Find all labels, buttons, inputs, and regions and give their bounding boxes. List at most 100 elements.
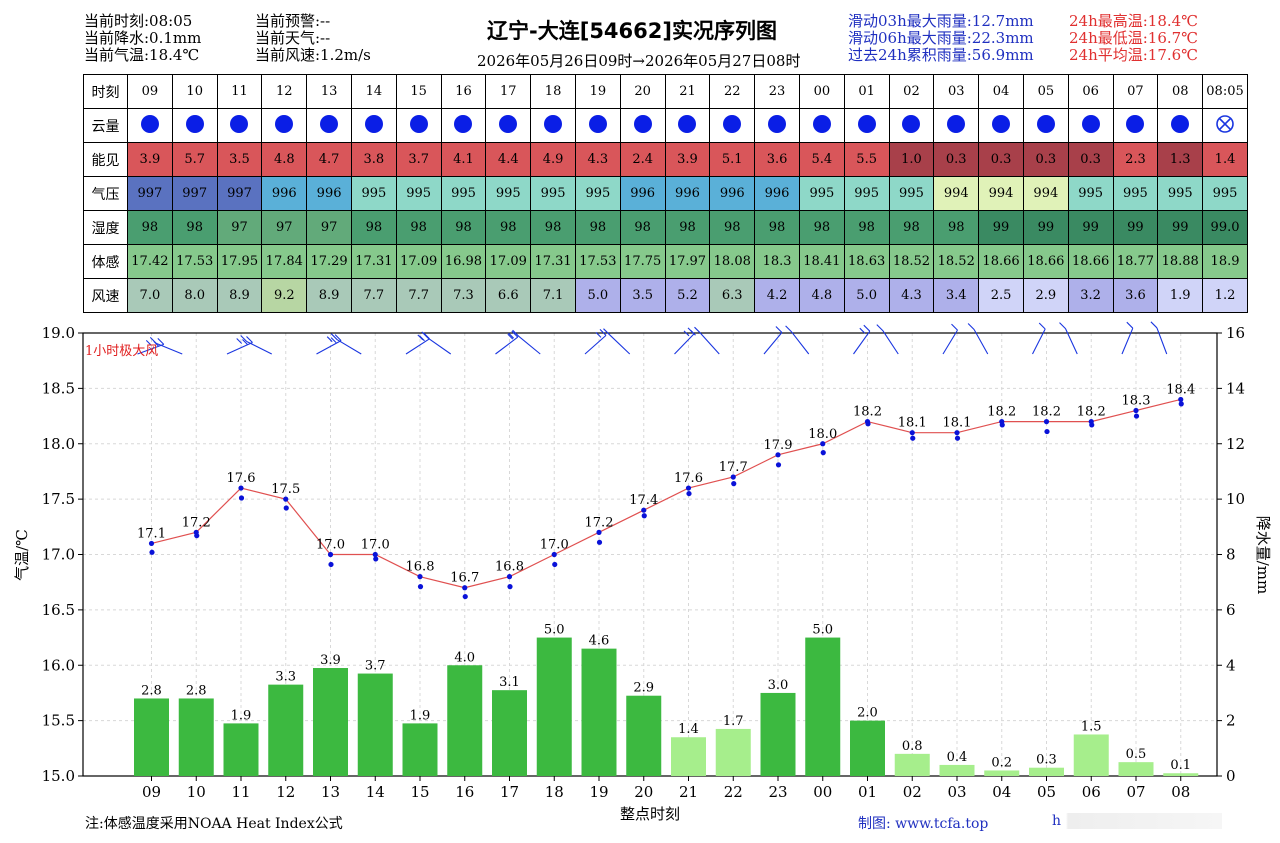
row-cloud: 云量 [83, 108, 1248, 143]
hum-cell: 98 [843, 210, 890, 245]
temperature-sample-point [686, 490, 692, 497]
hour-cell: 06 [1067, 74, 1114, 109]
wind-barb [942, 323, 958, 355]
wind-barb [508, 329, 541, 355]
rain-3h-max: 滑动03h最大雨量:12.7mm [848, 12, 1034, 30]
temperature-point [148, 540, 155, 547]
precip-label: 1.9 [231, 708, 252, 723]
vis-cell: 4.7 [306, 142, 352, 177]
precip-bar [492, 690, 527, 776]
footnote: 注:体感温度采用NOAA Heat Index公式 [85, 816, 343, 832]
feel-cell: 18.52 [888, 244, 935, 279]
hour-cell: 02 [888, 74, 935, 109]
temperature-point [1088, 419, 1094, 425]
x-tick-label: 22 [724, 783, 743, 801]
hour-cell: 01 [843, 74, 890, 109]
y-tick-label: 15.5 [42, 712, 75, 730]
vis-cell: 4.4 [485, 142, 532, 177]
vis-cell: 0.3 [1022, 142, 1069, 177]
temperature-label: 17.2 [585, 515, 614, 530]
temperature-label: 17.6 [674, 471, 703, 486]
temperature-point [909, 430, 915, 436]
temperature-point [193, 529, 199, 535]
temperature-label: 17.2 [182, 515, 211, 530]
wind-barb [603, 328, 631, 355]
wind-cell: 3.4 [933, 278, 980, 313]
feel-cell: 18.66 [978, 244, 1024, 279]
cloud-cover-icon [350, 108, 397, 143]
hum-cell: 98 [574, 210, 621, 245]
cloud-cover-icon [754, 108, 800, 143]
temperature-point [372, 551, 378, 558]
pres-cell: 996 [709, 176, 756, 211]
temp-24h-min: 24h最低温:16.7℃ [1069, 29, 1198, 47]
precip-label: 3.7 [365, 659, 386, 674]
precip-bar [402, 723, 438, 776]
x-tick-label: 21 [679, 783, 698, 801]
precip-bar [984, 770, 1020, 776]
wind-cell: 7.3 [440, 278, 487, 313]
temperature-point [506, 574, 513, 580]
vis-cell: 0.3 [978, 142, 1024, 177]
hum-cell: 99 [1157, 210, 1204, 245]
pres-cell: 995 [395, 176, 442, 211]
feel-cell: 17.97 [664, 244, 711, 279]
vis-cell: 0.3 [933, 142, 980, 177]
feel-cell: 16.98 [440, 244, 487, 279]
temperature-sample-point [954, 435, 961, 441]
temperature-label: 18.4 [1166, 382, 1195, 397]
hum-cell: 97 [261, 210, 308, 245]
precip-bar [894, 753, 930, 776]
y-tick-label: 16.5 [42, 601, 75, 619]
rain-6h-max: 滑动06h最大雨量:22.3mm [848, 29, 1034, 47]
vis-cell: 1.4 [1202, 142, 1248, 177]
row-hum: 湿度 98 98 97 97 97 98 98 98 98 98 98 98 98 98 98 98 98 98 98… [83, 210, 1248, 245]
temperature-label: 17.7 [719, 460, 748, 475]
y2-tick-label: 16 [1226, 324, 1245, 342]
temperature-label: 18.2 [1032, 405, 1061, 420]
temperature-label: 17.6 [227, 471, 256, 486]
rain-24h-total: 过去24h累积雨量:56.9mm [848, 46, 1034, 64]
hum-cell: 98 [350, 210, 397, 245]
pres-cell: 994 [978, 176, 1024, 211]
wind-barb [1150, 321, 1168, 355]
temperature-label: 17.1 [137, 526, 166, 541]
feel-cell: 17.53 [574, 244, 621, 279]
precip-bar [1029, 767, 1064, 776]
x-tick-label: 11 [231, 783, 250, 801]
precip-label: 0.5 [1126, 747, 1147, 762]
current-precip: 当前降水:0.1mm [84, 29, 202, 47]
hum-cell: 99 [978, 210, 1024, 245]
pres-cell: 994 [1022, 176, 1069, 211]
temperature-label: 18.1 [943, 416, 972, 431]
temperature-sample-point [552, 561, 558, 568]
precip-label: 1.4 [678, 722, 699, 737]
x-tick-label: 13 [321, 783, 340, 801]
temperature-sample-point [283, 505, 289, 511]
precip-bar [447, 665, 483, 776]
precip-label: 2.9 [633, 681, 654, 696]
row-label-pres: 气压 [83, 176, 128, 211]
y-tick-label: 18.0 [42, 435, 75, 453]
precip-label: 2.8 [186, 683, 207, 698]
y2-tick-label: 12 [1226, 435, 1245, 453]
vis-cell: 4.3 [574, 142, 621, 177]
y-tick-label: 17.5 [42, 490, 75, 508]
temperature-sample-point [417, 584, 424, 590]
temperature-sample-point [641, 513, 647, 519]
hour-cell: 17 [485, 74, 532, 109]
y-tick-label: 15.0 [42, 767, 75, 785]
temperature-label: 16.7 [450, 571, 479, 586]
temperature-point [1178, 396, 1184, 403]
pres-cell: 996 [664, 176, 711, 211]
vis-cell: 1.0 [888, 142, 935, 177]
temperature-label: 18.2 [987, 405, 1016, 420]
pres-cell: 994 [933, 176, 980, 211]
precip-bar [1163, 773, 1199, 776]
hum-cell: 98 [440, 210, 487, 245]
y2-tick-label: 6 [1226, 601, 1236, 619]
temperature-label: 18.0 [808, 427, 837, 442]
wind-barb [236, 335, 272, 355]
wind-cell: 4.8 [798, 278, 845, 313]
